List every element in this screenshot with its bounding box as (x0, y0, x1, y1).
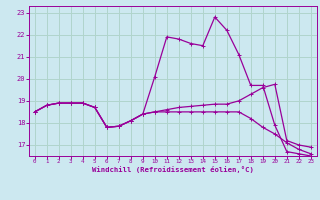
X-axis label: Windchill (Refroidissement éolien,°C): Windchill (Refroidissement éolien,°C) (92, 166, 254, 173)
